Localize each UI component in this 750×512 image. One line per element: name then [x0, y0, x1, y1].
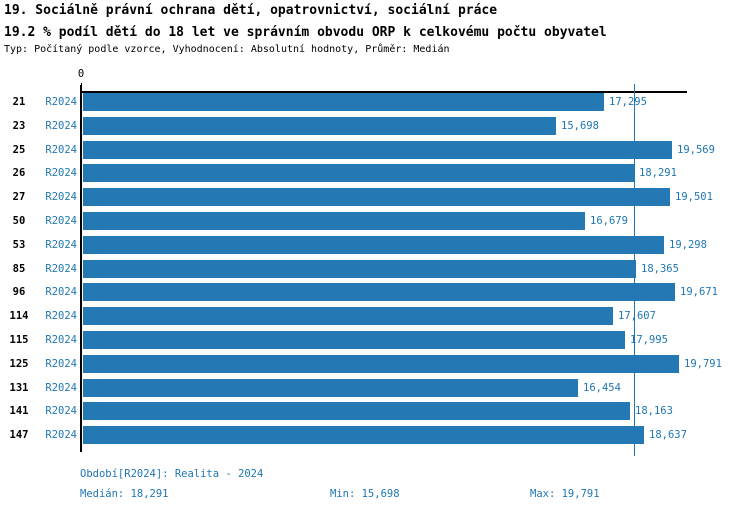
row-period-label: R2024 [45, 405, 77, 417]
bar [83, 355, 679, 373]
bar [83, 93, 604, 111]
bar-value-label: 17,607 [618, 310, 656, 322]
y-axis-line [80, 85, 82, 452]
bar-value-label: 15,698 [561, 120, 599, 132]
bar-value-label: 16,454 [583, 382, 621, 394]
row-period-label: R2024 [45, 286, 77, 298]
x-axis-line [80, 91, 687, 93]
bar [83, 188, 670, 206]
row-label: 131 [9, 382, 29, 394]
footer-max-stat: Max: 19,791 [530, 488, 600, 500]
bar [83, 426, 644, 444]
bar [83, 307, 613, 325]
row-period-label: R2024 [45, 215, 77, 227]
row-label: 147 [9, 429, 29, 441]
bar-value-label: 18,637 [649, 429, 687, 441]
row-period-label: R2024 [45, 382, 77, 394]
bar [83, 379, 578, 397]
bar [83, 260, 636, 278]
row-label: 21 [12, 96, 26, 108]
row-label: 50 [12, 215, 26, 227]
row-label: 115 [9, 334, 29, 346]
bar-value-label: 17,995 [630, 334, 668, 346]
row-period-label: R2024 [45, 191, 77, 203]
row-period-label: R2024 [45, 310, 77, 322]
row-label: 23 [12, 120, 26, 132]
chart-meta-line: Typ: Počítaný podle vzorce, Vyhodnocení:… [4, 44, 450, 55]
row-period-label: R2024 [45, 334, 77, 346]
row-label: 53 [12, 239, 26, 251]
bar [83, 402, 630, 420]
bar-value-label: 18,163 [635, 405, 673, 417]
bar-value-label: 19,298 [669, 239, 707, 251]
bar-value-label: 18,291 [639, 167, 677, 179]
row-label: 125 [9, 358, 29, 370]
bar-value-label: 19,791 [684, 358, 722, 370]
footer-median-stat: Medián: 18,291 [80, 488, 169, 500]
row-period-label: R2024 [45, 120, 77, 132]
row-label: 114 [9, 310, 29, 322]
row-label: 25 [12, 144, 26, 156]
bar [83, 236, 664, 254]
row-label: 85 [12, 263, 26, 275]
chart-plot: 0 21 R2024 17,295 23 R2024 15,698 25 R2024 19,56… [9, 68, 722, 456]
median-line [634, 84, 635, 456]
bar [83, 141, 672, 159]
bar-value-label: 16,679 [590, 215, 628, 227]
row-label: 26 [12, 167, 26, 179]
bar-value-label: 19,501 [675, 191, 713, 203]
x-axis-zero-tick-label: 0 [77, 68, 85, 80]
bar-value-label: 19,671 [680, 286, 718, 298]
row-period-label: R2024 [45, 96, 77, 108]
row-period-label: R2024 [45, 167, 77, 179]
row-period-label: R2024 [45, 144, 77, 156]
bar-value-label: 17,295 [609, 96, 647, 108]
footer-min-stat: Min: 15,698 [330, 488, 400, 500]
page-subtitle: 19.2 % podíl dětí do 18 let ve správním … [4, 25, 607, 40]
bar [83, 331, 625, 349]
row-label: 96 [12, 286, 26, 298]
bar [83, 117, 556, 135]
bar-value-label: 18,365 [641, 263, 679, 275]
row-label: 141 [9, 405, 29, 417]
row-period-label: R2024 [45, 263, 77, 275]
bar [83, 164, 634, 182]
bar-value-label: 19,569 [677, 144, 715, 156]
row-period-label: R2024 [45, 429, 77, 441]
row-period-label: R2024 [45, 358, 77, 370]
page-title: 19. Sociálně právní ochrana dětí, opatro… [4, 3, 498, 18]
row-period-label: R2024 [45, 239, 77, 251]
row-label: 27 [12, 191, 26, 203]
bar [83, 283, 675, 301]
bar [83, 212, 585, 230]
footer-period-legend: Období[R2024]: Realita - 2024 [80, 468, 264, 480]
